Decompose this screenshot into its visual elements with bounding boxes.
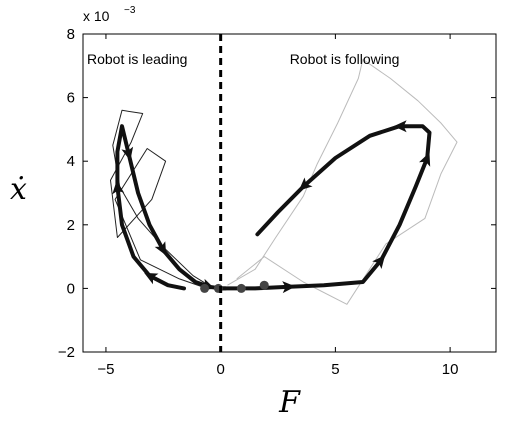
direction-arrow [144, 272, 159, 285]
trajectory-marker [236, 283, 246, 293]
x-tick-label: −5 [97, 361, 114, 378]
direction-arrow [372, 255, 386, 270]
trajectory-marker [200, 283, 210, 293]
direction-arrow [112, 180, 125, 195]
direction-arrow [298, 177, 313, 191]
region-label-leading: Robot is leading [87, 51, 187, 67]
y-tick-label: 0 [67, 280, 75, 297]
y-tick-label: 2 [67, 217, 75, 234]
y-scale-factor: x 10 [83, 8, 110, 24]
x-tick-label: 10 [442, 361, 459, 378]
y-tick-label: 4 [67, 153, 75, 170]
mean-trajectory-leading [115, 124, 228, 291]
y-tick-label: 8 [67, 26, 75, 43]
plot-frame [82, 33, 497, 353]
y-axis-label: ẋ [10, 172, 27, 207]
direction-arrow [393, 120, 407, 133]
y-scale-exponent: −3 [124, 5, 136, 16]
direction-arrow [154, 241, 167, 256]
x-tick-label: 5 [331, 361, 339, 378]
direction-arrow [419, 152, 431, 167]
direction-arrow [121, 146, 134, 161]
trajectory-markers [200, 280, 269, 293]
region-label-following: Robot is following [290, 51, 400, 67]
y-tick-label: 6 [67, 90, 75, 107]
x-tick-label: 0 [216, 361, 224, 378]
x-axis-label: F [278, 385, 301, 420]
mean-trajectories [112, 120, 432, 294]
y-tick-label: −2 [58, 344, 75, 361]
direction-arrow [282, 281, 296, 294]
axes [82, 33, 497, 353]
mean-trajectory-following [218, 124, 432, 291]
trial-trajectories [110, 58, 458, 305]
trajectory-marker [259, 280, 269, 290]
axis-ticks: −5 0 5 10 −2 0 2 4 6 8 [58, 26, 496, 378]
trial-trajectories-following [227, 58, 458, 305]
